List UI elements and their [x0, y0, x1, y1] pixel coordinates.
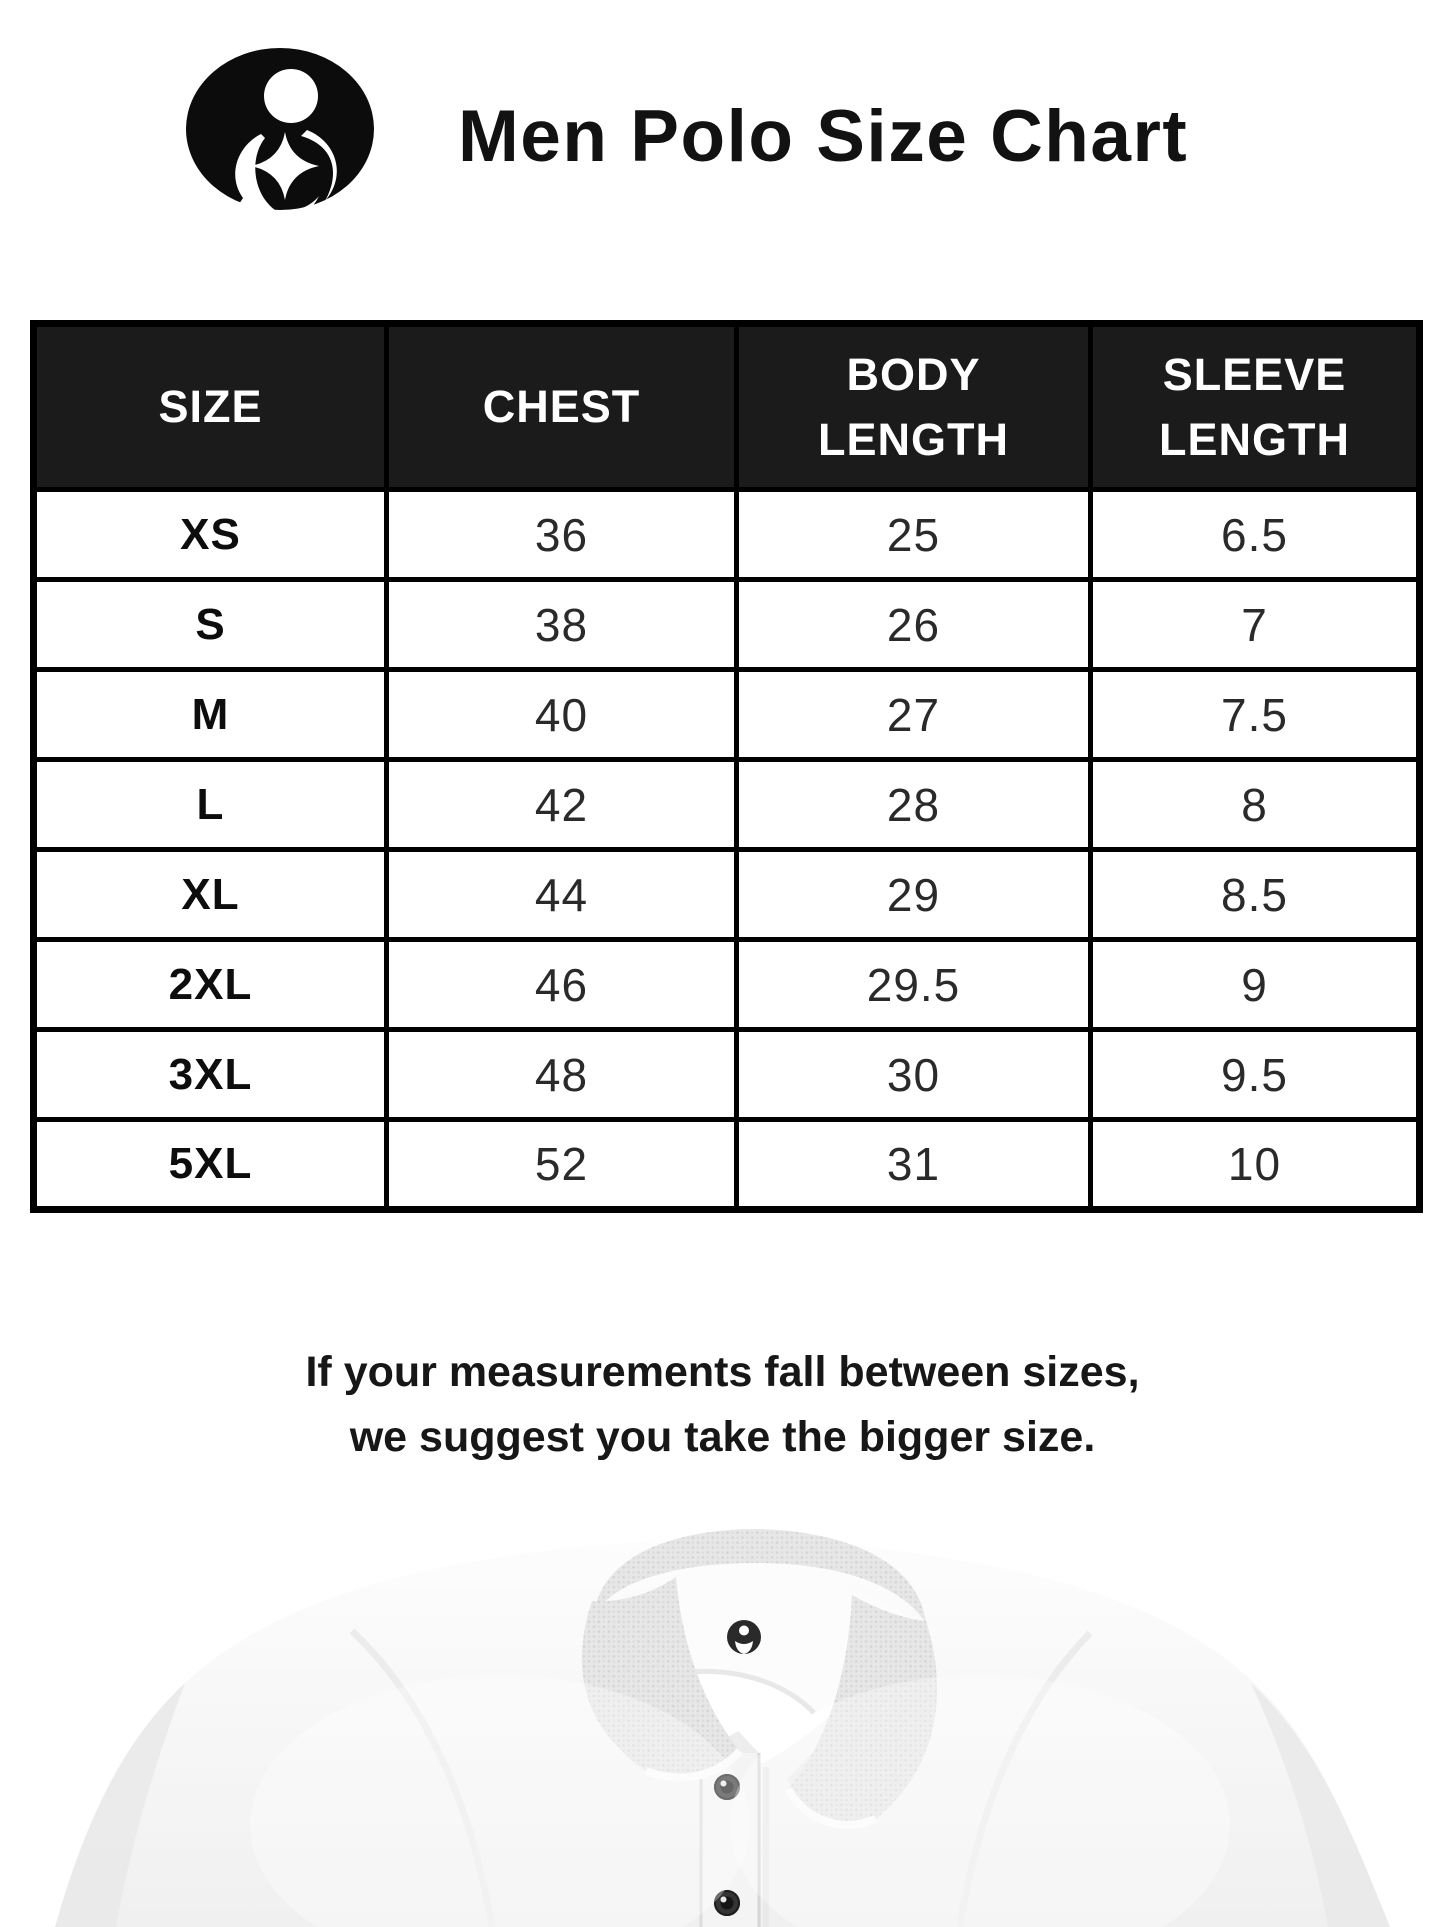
table-header-row: SIZE CHEST BODY LENGTH SLEEVE LENGTH [31, 321, 1422, 492]
size-cell: 5XL [31, 1117, 389, 1212]
brand-tag-icon [727, 1620, 761, 1654]
chest-cell: 36 [384, 487, 739, 582]
table-row: 3XL 48 30 9.5 [31, 1027, 1422, 1122]
chest-cell: 52 [384, 1117, 739, 1212]
size-cell: M [31, 667, 389, 762]
sleeve-length-cell: 7 [1088, 577, 1422, 672]
size-cell: XS [31, 487, 389, 582]
column-header-size: SIZE [31, 321, 389, 492]
sleeve-length-cell: 6.5 [1088, 487, 1422, 582]
sleeve-length-cell: 9 [1088, 937, 1422, 1032]
body-length-cell: 29.5 [734, 937, 1093, 1032]
chest-cell: 38 [384, 577, 739, 672]
chest-cell: 44 [384, 847, 739, 942]
chest-cell: 48 [384, 1027, 739, 1122]
body-length-cell: 30 [734, 1027, 1093, 1122]
table-row: M 40 27 7.5 [31, 667, 1422, 762]
page-title: Men Polo Size Chart [458, 96, 1189, 177]
column-header-sleeve-length: SLEEVE LENGTH [1088, 321, 1422, 492]
size-chart-table: SIZE CHEST BODY LENGTH SLEEVE LENGTH XS … [30, 320, 1423, 1213]
polo-button-bottom [714, 1890, 740, 1916]
brand-logo-icon [186, 48, 374, 212]
table-row: 5XL 52 31 10 [31, 1117, 1422, 1212]
note-line-2: we suggest you take the bigger size. [349, 1412, 1096, 1461]
body-length-cell: 26 [734, 577, 1093, 672]
size-cell: 3XL [31, 1027, 389, 1122]
body-length-cell: 31 [734, 1117, 1093, 1212]
chest-cell: 42 [384, 757, 739, 852]
size-cell: XL [31, 847, 389, 942]
column-header-chest: CHEST [384, 321, 739, 492]
column-header-body-length: BODY LENGTH [734, 321, 1093, 492]
chest-cell: 40 [384, 667, 739, 762]
table-row: L 42 28 8 [31, 757, 1422, 852]
table-row: S 38 26 7 [31, 577, 1422, 672]
sleeve-length-cell: 10 [1088, 1117, 1422, 1212]
size-cell: L [31, 757, 389, 852]
body-length-cell: 25 [734, 487, 1093, 582]
sleeve-length-cell: 9.5 [1088, 1027, 1422, 1122]
sleeve-length-cell: 7.5 [1088, 667, 1422, 762]
size-cell: 2XL [31, 937, 389, 1032]
size-cell: S [31, 577, 389, 672]
body-length-cell: 29 [734, 847, 1093, 942]
polo-collar-flaps [581, 1577, 938, 1829]
table-row: 2XL 46 29.5 9 [31, 937, 1422, 1032]
polo-button-top [714, 1774, 740, 1800]
body-length-cell: 27 [734, 667, 1093, 762]
table-row: XS 36 25 6.5 [31, 487, 1422, 582]
polo-collar-band [594, 1529, 926, 1623]
body-length-cell: 28 [734, 757, 1093, 852]
chest-cell: 46 [384, 937, 739, 1032]
table-row: XL 44 29 8.5 [31, 847, 1422, 942]
size-note: If your measurements fall between sizes,… [0, 1340, 1445, 1469]
sleeve-length-cell: 8.5 [1088, 847, 1422, 942]
polo-shirt-image [55, 1529, 1390, 1927]
note-line-1: If your measurements fall between sizes, [305, 1348, 1140, 1396]
sleeve-length-cell: 8 [1088, 757, 1422, 852]
